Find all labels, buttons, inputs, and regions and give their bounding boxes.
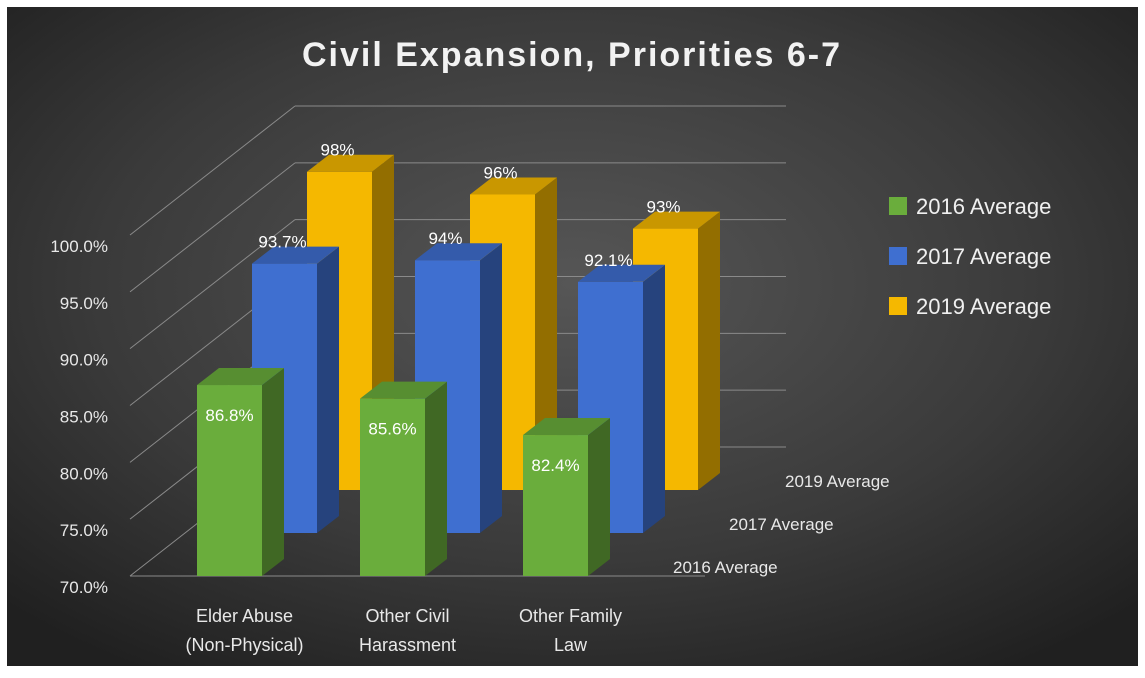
- bar-front: [197, 385, 262, 576]
- category-label: Other Family: [519, 606, 622, 626]
- legend-swatch: [889, 197, 907, 215]
- grid-line-diagonal: [129, 162, 296, 293]
- category-label: Other Civil: [365, 606, 449, 626]
- bar-side: [643, 264, 665, 533]
- grid-line-diagonal: [129, 105, 296, 236]
- bar-top: [578, 264, 665, 282]
- depth-label: 2019 Average: [785, 472, 890, 491]
- bar-side: [317, 246, 339, 534]
- data-label: 85.6%: [368, 420, 416, 439]
- bar-2016-average-1: 85.6%: [360, 381, 447, 576]
- data-label: 98%: [320, 141, 354, 160]
- bar-top: [360, 381, 447, 399]
- bar-top: [307, 154, 394, 172]
- data-label: 82.4%: [531, 456, 579, 475]
- bar-side: [262, 368, 284, 576]
- bar-front: [360, 398, 425, 576]
- bar-top: [415, 243, 502, 261]
- bar-top: [523, 418, 610, 436]
- depth-label: 2016 Average: [673, 558, 778, 577]
- y-tick-label: 85.0%: [60, 408, 108, 427]
- bar-front: [523, 435, 588, 576]
- bars: 98% 96% 93% 93.7% 94% 92.1% 86.8% 85.6% 82.4%: [197, 141, 720, 576]
- bar-top: [197, 368, 284, 386]
- category-label: (Non-Physical): [185, 635, 303, 655]
- bar-top: [470, 177, 557, 195]
- bar-side: [698, 211, 720, 491]
- data-label: 93.7%: [258, 233, 306, 252]
- bar-side: [425, 381, 447, 576]
- depth-label: 2017 Average: [729, 515, 834, 534]
- bar-side: [535, 177, 557, 490]
- category-label: Law: [554, 635, 588, 655]
- data-label: 94%: [428, 229, 462, 248]
- category-labels: Elder Abuse (Non-Physical) Other Civil Hara…: [185, 606, 622, 655]
- y-tick-label: 80.0%: [60, 464, 108, 483]
- data-label: 92.1%: [584, 251, 632, 270]
- category-label: Harassment: [359, 635, 456, 655]
- depth-axis-labels: 2016 Average 2017 Average 2019 Average: [673, 472, 890, 577]
- legend-label: 2019 Average: [916, 294, 1051, 319]
- y-axis-ticks: 70.0% 75.0% 80.0% 85.0% 90.0% 95.0% 100.0%: [50, 237, 108, 597]
- bar-side: [480, 243, 502, 533]
- y-tick-label: 90.0%: [60, 351, 108, 370]
- legend-label: 2016 Average: [916, 194, 1051, 219]
- legend-swatch: [889, 247, 907, 265]
- data-label: 96%: [483, 163, 517, 182]
- bar-2016-average-2: 82.4%: [523, 418, 610, 576]
- bar-top: [633, 211, 720, 229]
- chart-title: Civil Expansion, Priorities 6-7: [302, 36, 842, 74]
- data-label: 93%: [646, 198, 680, 217]
- category-label: Elder Abuse: [196, 606, 293, 626]
- bar-side: [588, 418, 610, 576]
- legend-label: 2017 Average: [916, 244, 1051, 269]
- bar-2016-average-0: 86.8%: [197, 368, 284, 576]
- grid-line-diagonal: [129, 219, 296, 350]
- y-tick-label: 95.0%: [60, 294, 108, 313]
- data-label: 86.8%: [205, 406, 253, 425]
- y-tick-label: 100.0%: [50, 237, 108, 256]
- legend: 2016 Average 2017 Average 2019 Average: [889, 194, 1051, 319]
- y-tick-label: 70.0%: [60, 578, 108, 597]
- legend-swatch: [889, 297, 907, 315]
- bar-top: [252, 246, 339, 264]
- y-tick-label: 75.0%: [60, 521, 108, 540]
